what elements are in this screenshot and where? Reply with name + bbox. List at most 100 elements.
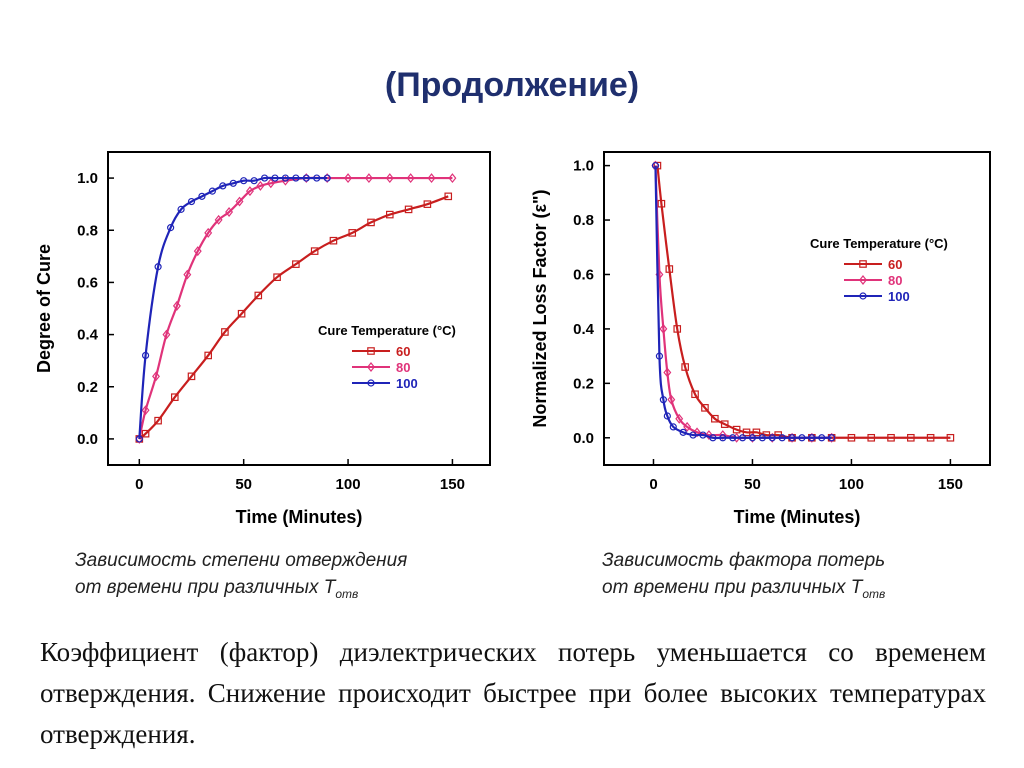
data-point-100 [281, 174, 290, 182]
plot-frame [107, 151, 491, 466]
data-point-80 [364, 173, 373, 184]
caption-left-sub: отв [335, 586, 359, 601]
data-point-100 [689, 431, 697, 439]
y-tick-label: 0.0 [77, 431, 98, 448]
y-tick-label: 0.6 [77, 274, 98, 291]
data-point-80 [152, 371, 160, 382]
data-point-60 [367, 218, 375, 227]
legend-label-100: 100 [396, 376, 418, 391]
data-point-60 [237, 309, 246, 318]
data-point-80 [667, 394, 676, 405]
data-point-100 [788, 434, 796, 442]
data-point-60 [221, 328, 229, 336]
data-point-60 [141, 429, 150, 438]
caption-right-text: от времени при различных T [602, 577, 863, 598]
data-point-100 [229, 179, 237, 187]
series-line-60 [138, 195, 449, 440]
y-tick-label: 0.2 [77, 379, 98, 396]
data-point-100 [240, 177, 248, 185]
x-tick-label: 0 [135, 476, 143, 493]
degree-of-cure-svg: 0 50 100 150 0.0 0.2 0.4 0.6 0.8 1.0 Time (Minutes… [34, 151, 491, 527]
data-point-100 [729, 434, 737, 442]
series-line-80 [138, 176, 453, 440]
data-point-100 [141, 351, 150, 360]
legend-label-60: 60 [396, 344, 410, 359]
y-tick-label: 0.0 [573, 430, 594, 447]
data-point-100 [709, 434, 717, 442]
data-point-60 [386, 210, 394, 219]
data-point-60 [681, 363, 689, 371]
degree-of-cure-chart: 0 50 100 150 0.0 0.2 0.4 0.6 0.8 1.0 Time (Minutes… [20, 140, 500, 535]
x-tick-label: 0 [649, 476, 657, 493]
data-point-80 [266, 178, 275, 189]
data-point-60 [691, 390, 699, 399]
x-tick-label: 100 [839, 476, 864, 493]
x-tick-label: 50 [744, 476, 761, 493]
data-point-100 [313, 174, 321, 182]
data-point-80 [281, 175, 290, 186]
data-point-80 [162, 329, 171, 340]
slide-title: (Продолжение) [384, 66, 640, 104]
series-100 [135, 174, 331, 443]
caption-left: Зависимость степени отверждения от време… [75, 547, 515, 608]
legend-marker-100 [367, 379, 375, 387]
data-point-100 [135, 435, 143, 443]
data-point-60 [254, 291, 263, 300]
legend-marker-80 [859, 275, 867, 285]
legend-marker-80 [367, 362, 375, 372]
data-point-80 [204, 227, 213, 238]
data-point-80 [732, 432, 741, 443]
y-axis-label: Degree of Cure [34, 244, 54, 373]
data-point-80 [406, 173, 415, 184]
caption-right-sub: отв [862, 586, 886, 601]
legend-marker-100 [859, 292, 867, 300]
caption-left-line2: от времени при различных Tотв [75, 574, 515, 608]
data-point-60 [907, 433, 915, 442]
data-point-100 [663, 412, 671, 420]
data-point-60 [444, 192, 453, 201]
data-point-60 [657, 199, 666, 208]
data-point-60 [867, 433, 876, 442]
series-line-80 [654, 165, 832, 440]
data-point-60 [292, 260, 300, 268]
loss-factor-svg: 0 50 100 150 0.0 0.2 0.4 0.6 0.8 1.0 Time (Minutes… [530, 151, 991, 527]
data-point-80 [448, 173, 457, 184]
data-point-100 [758, 434, 766, 442]
x-tick-label: 150 [440, 476, 465, 493]
data-point-60 [204, 351, 212, 360]
data-point-60 [329, 236, 338, 245]
data-point-60 [701, 404, 709, 412]
data-point-80 [344, 173, 353, 184]
series-line-100 [138, 176, 328, 439]
data-point-100 [669, 423, 677, 431]
x-tick-label: 150 [938, 476, 963, 493]
data-point-60 [946, 433, 955, 442]
data-point-100 [292, 174, 300, 182]
data-point-100 [778, 434, 786, 442]
data-point-100 [219, 182, 227, 190]
data-point-80 [659, 323, 668, 334]
data-point-80 [385, 173, 394, 184]
data-point-100 [808, 434, 816, 442]
data-point-100 [828, 434, 836, 442]
data-point-80 [225, 207, 234, 217]
data-point-60 [310, 247, 319, 255]
y-tick-label: 0.4 [77, 327, 99, 344]
y-axis-label: Normalized Loss Factor (ε") [530, 189, 550, 427]
data-point-80 [427, 173, 436, 184]
data-point-80 [693, 427, 702, 438]
y-tick-label: 1.0 [77, 170, 98, 187]
loss-factor-chart: 0 50 100 150 0.0 0.2 0.4 0.6 0.8 1.0 Time (Minutes… [520, 140, 1000, 535]
series-80 [135, 173, 457, 444]
x-axis-label: Time (Minutes) [734, 507, 861, 527]
data-point-100 [260, 174, 269, 182]
data-point-80 [256, 180, 265, 191]
data-point-60 [732, 425, 741, 434]
data-point-60 [752, 428, 761, 437]
data-point-60 [673, 325, 682, 333]
data-point-60 [926, 433, 935, 442]
data-point-100 [154, 263, 162, 271]
data-point-80 [172, 300, 181, 311]
